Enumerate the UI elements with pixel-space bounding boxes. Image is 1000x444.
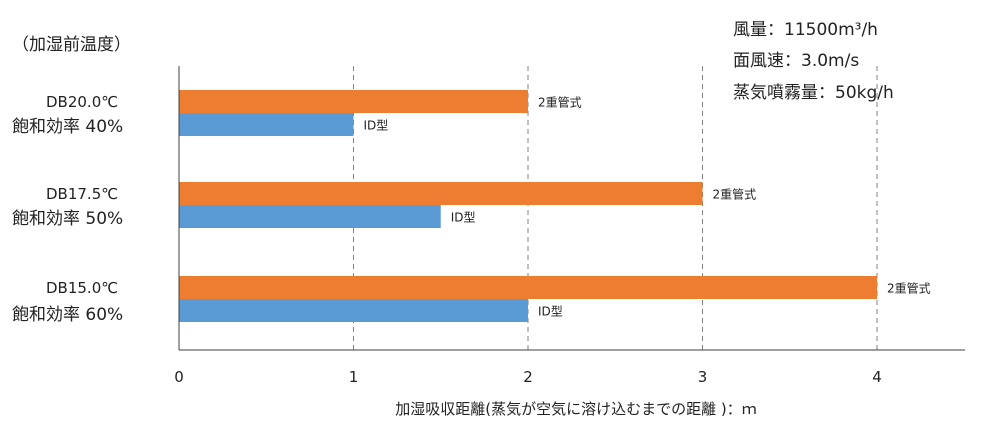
bar-id-type-3	[179, 299, 528, 322]
bars: 2重管式 2重管式 2重管式 ID型 ID型 ID型	[179, 90, 931, 322]
category-labels: DB20.0℃ 飽和効率 40% DB17.5℃ 飽和効率 50% DB15.0…	[12, 93, 123, 325]
bar-double-pipe-2	[179, 182, 703, 205]
x-tick-label-4: 4	[872, 368, 882, 386]
bar-double-pipe-1	[179, 90, 528, 113]
category-label-3-line2: 飽和効率 60%	[12, 305, 123, 325]
annotation-steam-amount: 蒸気噴霧量：50kg/h	[733, 83, 894, 103]
bar-id-type-2	[179, 205, 441, 228]
bar-id-type-1	[179, 113, 354, 136]
data-label-double-pipe-2: 2重管式	[713, 187, 757, 202]
category-label-2-line1: DB17.5℃	[46, 185, 118, 203]
data-label-double-pipe-1: 2重管式	[538, 95, 582, 110]
annotation-airflow: 風量：11500m³/h	[733, 20, 878, 40]
x-tick-label-3: 3	[698, 368, 708, 386]
x-axis-title: 加湿吸収距離(蒸気が空気に溶け込むまでの距離 )：ｍ	[395, 400, 756, 418]
data-label-id-type-1: ID型	[364, 119, 389, 133]
category-label-2-line2: 飽和効率 50%	[12, 209, 123, 229]
axes: 0 1 2 3 4	[174, 66, 965, 386]
category-label-1-line1: DB20.0℃	[46, 93, 118, 111]
category-label-3-line1: DB15.0℃	[46, 279, 118, 297]
x-tick-label-2: 2	[523, 368, 533, 386]
annotation-face-velocity: 面風速：3.0m/s	[733, 51, 859, 71]
annotations: 風量：11500m³/h 面風速：3.0m/s 蒸気噴霧量：50kg/h	[733, 20, 894, 103]
data-label-id-type-2: ID型	[451, 211, 476, 225]
data-label-id-type-3: ID型	[538, 305, 563, 319]
bar-double-pipe-3	[179, 276, 877, 299]
category-label-1-line2: 飽和効率 40%	[12, 117, 123, 137]
x-tick-label-1: 1	[349, 368, 359, 386]
x-tick-label-0: 0	[174, 368, 184, 386]
data-label-double-pipe-3: 2重管式	[887, 281, 931, 296]
y-group-title: （加湿前温度）	[12, 35, 131, 55]
